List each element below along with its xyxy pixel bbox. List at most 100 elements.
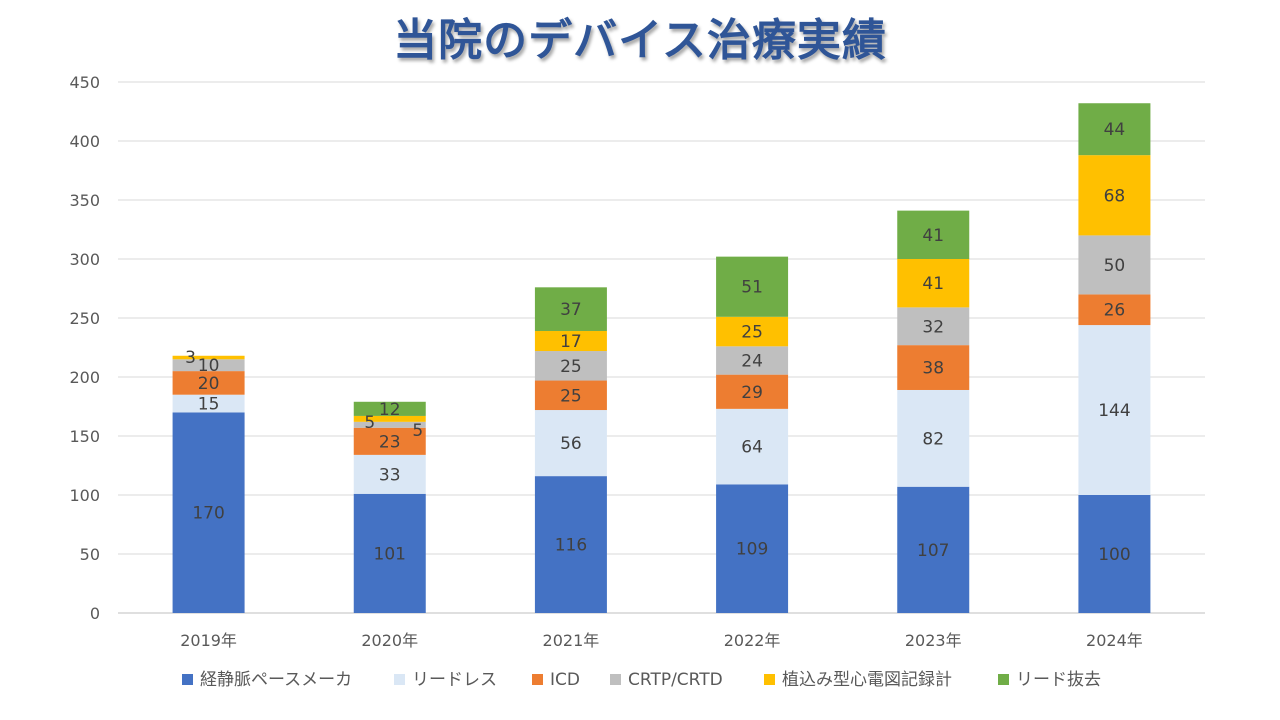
- bar-segment: [172, 412, 245, 613]
- data-label: 37: [560, 300, 582, 320]
- bar-segment: [353, 454, 426, 494]
- bar-segment: [172, 394, 245, 413]
- data-label: 101: [374, 544, 406, 564]
- y-tick-label: 50: [80, 545, 100, 564]
- data-labels: 1701520103101332355121165625251737109642…: [185, 120, 1130, 565]
- data-label: 25: [560, 357, 582, 377]
- gridlines: [118, 81, 1205, 614]
- data-label: 10: [198, 356, 220, 376]
- bar-segment: [716, 408, 789, 485]
- legend-swatch: [764, 674, 775, 685]
- bar-segment: [1078, 294, 1151, 326]
- bar-segment: [716, 256, 789, 317]
- data-label: 44: [1104, 120, 1126, 140]
- data-label: 144: [1098, 401, 1130, 421]
- data-label: 82: [922, 429, 944, 449]
- data-label: 51: [741, 278, 763, 298]
- y-tick-label: 150: [69, 427, 100, 446]
- data-label: 41: [922, 274, 944, 294]
- legend-swatch: [182, 674, 193, 685]
- bar-segment: [1078, 495, 1151, 613]
- y-tick-label: 450: [69, 73, 100, 92]
- data-label: 68: [1104, 186, 1126, 206]
- data-label: 38: [922, 359, 944, 379]
- data-label: 17: [560, 332, 582, 352]
- legend-label: 植込み型心電図記録計: [782, 670, 952, 690]
- legend: 経静脈ペースメーカ リードレス ICD CRTP/CRTD 植込み型心電図記録計 リード抜…: [182, 670, 1101, 690]
- bar-segment: [1078, 325, 1151, 495]
- legend-swatch: [998, 674, 1009, 685]
- bar-segment: [897, 486, 970, 613]
- data-label: 33: [379, 465, 401, 485]
- y-tick-label: 400: [69, 132, 100, 151]
- data-label: 50: [1104, 256, 1126, 276]
- bar-segment: [897, 259, 970, 308]
- data-label: 100: [1098, 545, 1130, 565]
- bar-segment: [1078, 235, 1151, 295]
- y-tick-label: 0: [90, 604, 100, 623]
- data-label: 29: [741, 383, 763, 403]
- bar-segment: [897, 210, 970, 259]
- bar-segment: [534, 410, 607, 477]
- legend-label: ICD: [550, 670, 580, 690]
- data-label: 32: [922, 317, 944, 337]
- data-label: 64: [741, 438, 763, 458]
- data-label: 170: [192, 504, 224, 524]
- legend-swatch: [532, 674, 543, 685]
- bar-segment: [172, 359, 245, 372]
- bar-segment: [172, 371, 245, 395]
- legend-label: リードレス: [412, 670, 497, 690]
- data-label: 20: [198, 374, 220, 394]
- legend-swatch: [394, 674, 405, 685]
- bar-segment: [716, 316, 789, 347]
- data-label: 23: [379, 432, 401, 452]
- x-category-label: 2021年: [543, 631, 600, 650]
- bar-segment: [897, 389, 970, 487]
- data-label: 116: [555, 536, 587, 556]
- x-category-label: 2019年: [180, 631, 237, 650]
- bar-segment: [353, 493, 426, 613]
- data-label: 41: [922, 226, 944, 246]
- bar-segment: [534, 330, 607, 352]
- data-label: 109: [736, 540, 768, 560]
- bar-segment: [534, 476, 607, 613]
- bar-segment: [353, 415, 426, 422]
- x-category-label: 2022年: [724, 631, 781, 650]
- x-category-label: 2023年: [905, 631, 962, 650]
- y-tick-label: 300: [69, 250, 100, 269]
- y-tick-label: 350: [69, 191, 100, 210]
- data-label: 25: [741, 323, 763, 343]
- bar-segment: [534, 287, 607, 331]
- x-category-label: 2024年: [1086, 631, 1143, 650]
- data-label: 15: [198, 395, 220, 415]
- legend-label: CRTP/CRTD: [628, 670, 723, 690]
- bar-segment: [534, 380, 607, 411]
- data-label: 25: [560, 386, 582, 406]
- bar-segment: [716, 346, 789, 375]
- y-tick-label: 100: [69, 486, 100, 505]
- data-label: 12: [379, 400, 401, 420]
- data-label: 24: [741, 351, 763, 371]
- x-axis-categories: 2019年 2020年 2021年 2022年 2023年 2024年: [180, 631, 1143, 650]
- bar-segment: [897, 345, 970, 390]
- bar-segment: [716, 484, 789, 613]
- data-label: 5: [412, 421, 423, 441]
- bar-segment: [353, 427, 426, 455]
- legend-label: リード抜去: [1016, 670, 1101, 690]
- legend-label: 経静脈ペースメーカ: [200, 670, 352, 690]
- bar-segment: [1078, 103, 1151, 156]
- y-tick-label: 200: [69, 368, 100, 387]
- bar-segment: [897, 307, 970, 346]
- bars: [172, 103, 1151, 613]
- bar-segment: [716, 374, 789, 409]
- y-axis-ticks: 0 50 100 150 200 250 300 350 400 450: [69, 73, 100, 623]
- data-label: 56: [560, 434, 582, 454]
- bar-segment: [353, 421, 426, 428]
- chart-title: 当院のデバイス治療実績: [393, 15, 887, 66]
- bar-segment: [172, 355, 245, 360]
- bar-segment: [534, 351, 607, 381]
- data-label: 5: [364, 413, 375, 433]
- bar-segment: [1078, 155, 1151, 236]
- data-label: 26: [1104, 301, 1126, 321]
